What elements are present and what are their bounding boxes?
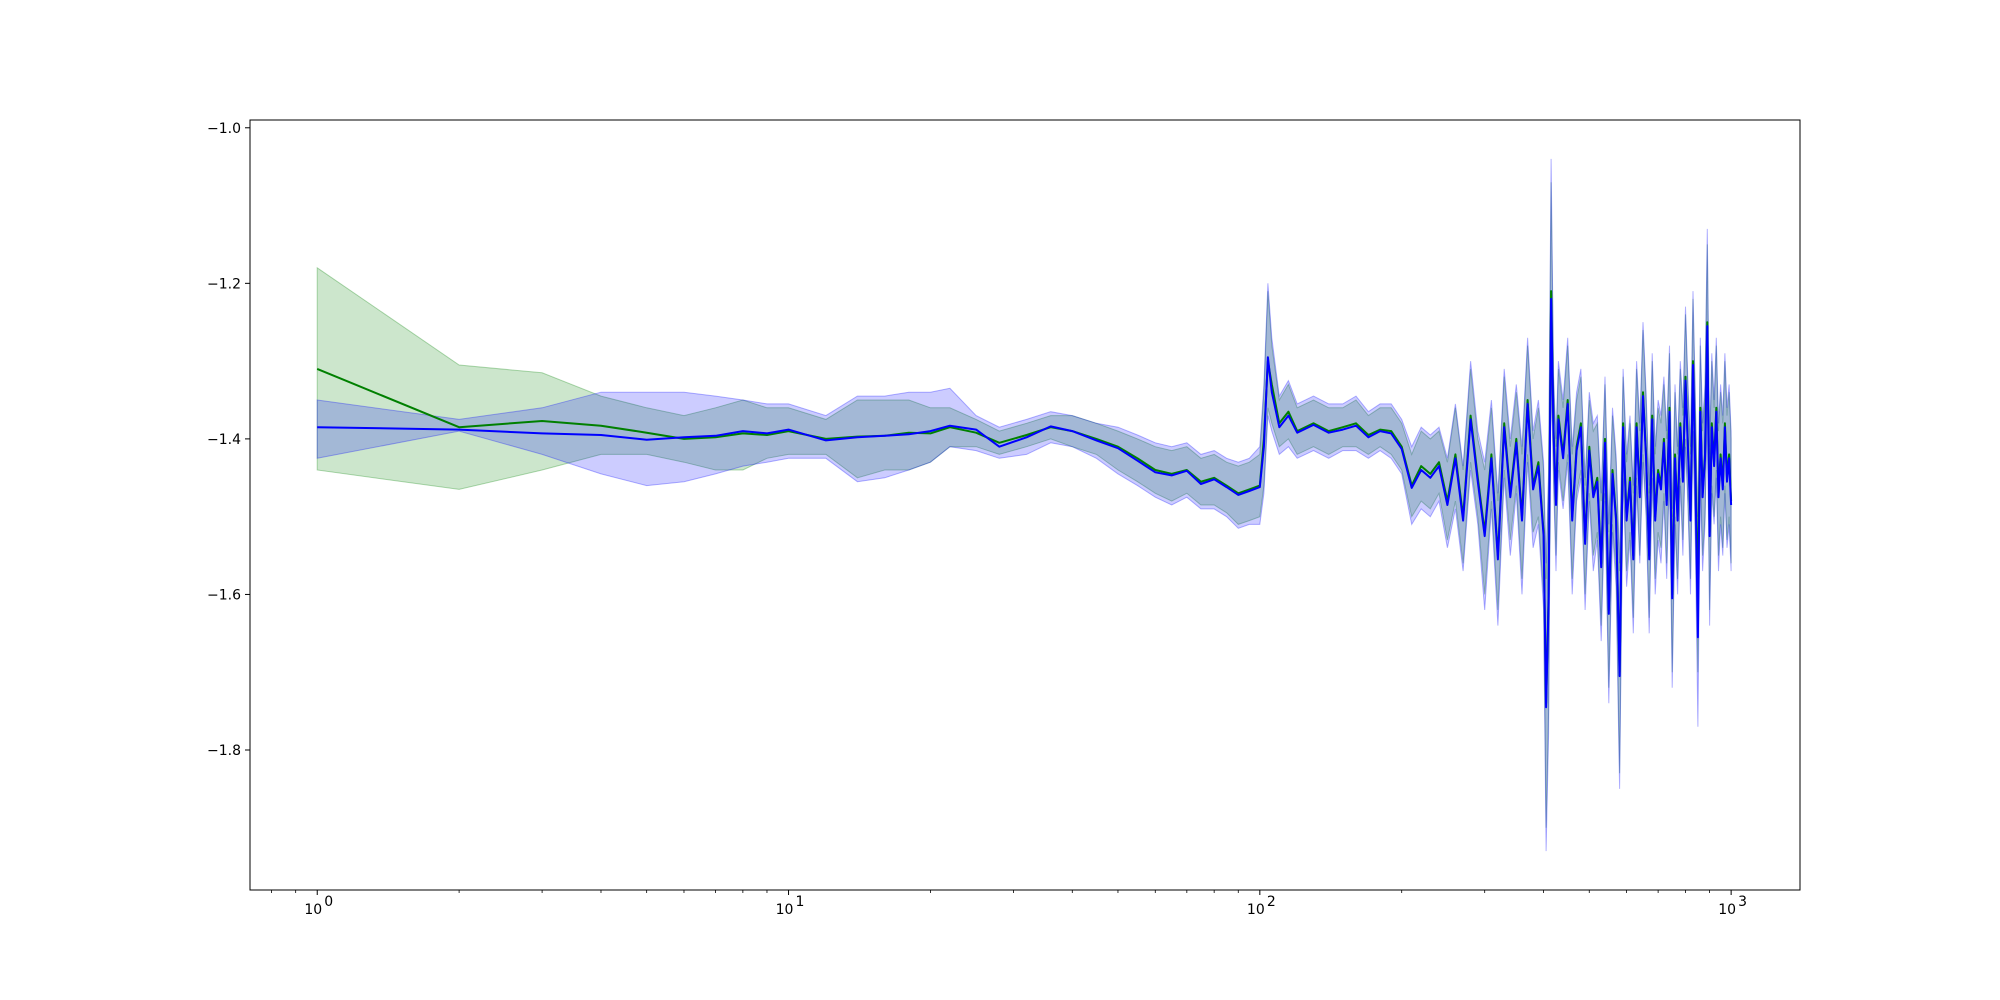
y-tick-label: −1.2 (207, 276, 241, 292)
y-tick-label: −1.6 (207, 587, 241, 603)
x-tick-exponent: 3 (1738, 894, 1747, 910)
x-tick-label: 10 (1247, 902, 1265, 918)
x-axis: 10 0 10 1 10 2 10 3 (271, 890, 1747, 918)
x-tick-label: 10 (304, 902, 322, 918)
y-tick-label: −1.4 (207, 432, 241, 448)
y-tick-label: −1.8 (207, 743, 241, 759)
y-tick-label: −1.0 (207, 121, 241, 137)
y-axis: −1.0 −1.2 −1.4 −1.6 −1.8 (207, 121, 250, 759)
plot-frame (249, 119, 1801, 891)
series-lines (316, 290, 1733, 709)
x-tick-exponent: 1 (796, 894, 805, 910)
x-tick-exponent: 0 (324, 894, 333, 910)
x-tick-exponent: 2 (1267, 894, 1276, 910)
x-tick-label: 10 (1718, 902, 1736, 918)
series-2-line (317, 297, 1733, 709)
x-tick-label: 10 (776, 902, 794, 918)
